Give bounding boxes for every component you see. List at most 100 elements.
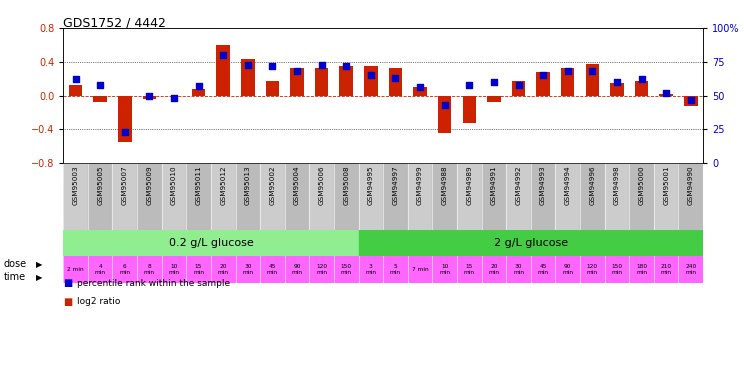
Point xyxy=(439,102,451,108)
Text: GSM94996: GSM94996 xyxy=(589,165,595,205)
Bar xyxy=(432,163,457,231)
Bar xyxy=(530,163,556,231)
Text: GSM94994: GSM94994 xyxy=(565,165,571,205)
Bar xyxy=(359,231,703,256)
Text: 5
min: 5 min xyxy=(390,264,401,274)
Text: 20
min: 20 min xyxy=(218,264,228,274)
Point xyxy=(684,97,696,103)
Text: 210
min: 210 min xyxy=(661,264,672,274)
Bar xyxy=(536,72,550,96)
Bar xyxy=(512,81,525,96)
Bar xyxy=(556,256,580,283)
Bar xyxy=(580,256,605,283)
Bar xyxy=(432,256,457,283)
Bar xyxy=(481,163,506,231)
Text: 10
min: 10 min xyxy=(168,264,179,274)
Text: GDS1752 / 4442: GDS1752 / 4442 xyxy=(63,17,166,30)
Text: GSM95007: GSM95007 xyxy=(122,165,128,205)
Point xyxy=(144,93,155,99)
Bar xyxy=(605,163,629,231)
Bar xyxy=(143,96,156,99)
Text: 20
min: 20 min xyxy=(488,264,499,274)
Text: GSM94992: GSM94992 xyxy=(516,165,522,205)
Text: GSM95002: GSM95002 xyxy=(269,165,275,205)
Text: 90
min: 90 min xyxy=(292,264,303,274)
Text: GSM95010: GSM95010 xyxy=(171,165,177,205)
Bar xyxy=(364,66,378,96)
Bar xyxy=(211,163,236,231)
Point xyxy=(266,63,278,69)
Text: GSM94999: GSM94999 xyxy=(417,165,423,205)
Bar xyxy=(586,63,599,96)
Bar xyxy=(654,163,679,231)
Bar xyxy=(260,256,285,283)
Point xyxy=(193,83,205,89)
Bar xyxy=(137,163,161,231)
Bar xyxy=(463,96,476,123)
Point xyxy=(414,84,426,90)
Point xyxy=(94,82,106,88)
Text: 3
min: 3 min xyxy=(365,264,376,274)
Text: 120
min: 120 min xyxy=(587,264,598,274)
Text: 45
min: 45 min xyxy=(267,264,278,274)
Bar xyxy=(605,256,629,283)
Bar xyxy=(241,59,254,96)
Text: 6
min: 6 min xyxy=(119,264,130,274)
Text: 2 g/L glucose: 2 g/L glucose xyxy=(494,238,568,248)
Bar xyxy=(679,256,703,283)
Text: ▶: ▶ xyxy=(36,273,42,282)
Text: 45
min: 45 min xyxy=(538,264,548,274)
Point xyxy=(242,62,254,68)
Bar xyxy=(88,163,112,231)
Bar xyxy=(186,256,211,283)
Text: GSM95005: GSM95005 xyxy=(97,165,103,205)
Bar xyxy=(383,256,408,283)
Text: GSM95004: GSM95004 xyxy=(294,165,300,205)
Text: GSM95000: GSM95000 xyxy=(638,165,644,205)
Bar xyxy=(659,94,673,96)
Bar xyxy=(506,256,530,283)
Bar xyxy=(334,256,359,283)
Point xyxy=(464,82,475,88)
Text: 150
min: 150 min xyxy=(612,264,623,274)
Text: ■: ■ xyxy=(63,297,72,307)
Bar xyxy=(383,163,408,231)
Bar xyxy=(236,163,260,231)
Text: log2 ratio: log2 ratio xyxy=(77,297,120,306)
Text: GSM94989: GSM94989 xyxy=(466,165,472,205)
Text: GSM94997: GSM94997 xyxy=(393,165,399,205)
Text: GSM95011: GSM95011 xyxy=(196,165,202,205)
Text: 7 min: 7 min xyxy=(411,267,429,272)
Text: 10
min: 10 min xyxy=(439,264,450,274)
Text: dose: dose xyxy=(4,260,27,269)
Bar xyxy=(63,231,359,256)
Text: GSM95008: GSM95008 xyxy=(343,165,349,205)
Point xyxy=(315,62,327,68)
Point xyxy=(217,52,229,58)
Text: ▶: ▶ xyxy=(36,260,42,269)
Point xyxy=(488,79,500,85)
Bar xyxy=(359,163,383,231)
Bar xyxy=(629,163,654,231)
Text: 180
min: 180 min xyxy=(636,264,647,274)
Text: GSM95003: GSM95003 xyxy=(73,165,79,205)
Point xyxy=(537,72,549,78)
Text: 4
min: 4 min xyxy=(94,264,106,274)
Text: 2 min: 2 min xyxy=(67,267,84,272)
Bar xyxy=(211,256,236,283)
Bar xyxy=(580,163,605,231)
Point xyxy=(562,68,574,74)
Bar xyxy=(161,163,186,231)
Bar xyxy=(161,256,186,283)
Bar xyxy=(359,256,383,283)
Text: GSM94991: GSM94991 xyxy=(491,165,497,205)
Text: 30
min: 30 min xyxy=(243,264,253,274)
Bar xyxy=(63,256,88,283)
Bar xyxy=(186,163,211,231)
Bar xyxy=(530,256,556,283)
Bar xyxy=(629,256,654,283)
Bar xyxy=(388,68,403,96)
Point xyxy=(70,76,82,82)
Text: time: time xyxy=(4,273,26,282)
Text: GSM94988: GSM94988 xyxy=(442,165,448,205)
